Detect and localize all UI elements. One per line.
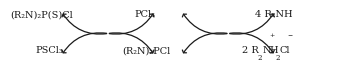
Text: (R₂N)₂P(S)Cl: (R₂N)₂P(S)Cl <box>11 10 73 19</box>
Text: PCl₃: PCl₃ <box>135 10 155 19</box>
Text: (R₂N)₂PCl: (R₂N)₂PCl <box>122 46 170 55</box>
Text: 4 R₂NH: 4 R₂NH <box>255 10 292 19</box>
Text: 2: 2 <box>257 54 262 62</box>
Text: N: N <box>263 46 271 55</box>
Text: 2 R: 2 R <box>242 46 259 55</box>
Text: H: H <box>269 46 278 55</box>
Text: Cl: Cl <box>280 46 290 55</box>
Text: 2: 2 <box>275 54 280 62</box>
Text: PSCl₃: PSCl₃ <box>35 46 63 55</box>
Text: −: − <box>288 33 293 38</box>
Text: +: + <box>269 33 275 38</box>
